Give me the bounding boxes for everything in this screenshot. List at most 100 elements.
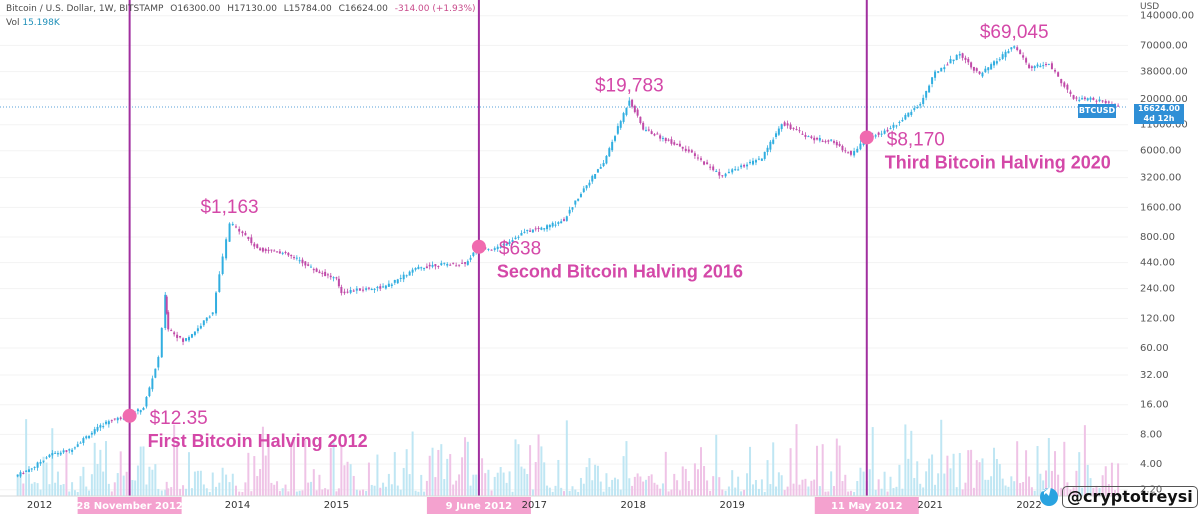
candle-body [824,141,827,143]
volume-bar [737,476,740,496]
volume-bar [464,437,467,496]
candle-body [907,112,910,117]
volume-bar [537,434,540,496]
volume-bar [318,474,321,496]
candle-body [335,277,338,279]
volume-bar [534,462,537,496]
candle-body [446,263,449,266]
candle-body [496,246,499,250]
candle-body [33,466,36,468]
volume-bar [827,491,830,496]
volume-bar [270,482,273,496]
volume-bar [193,471,196,496]
volume-bar [256,476,259,496]
volume-bar [59,484,62,496]
candle-body [1016,47,1019,51]
candle-body [365,288,368,290]
volume-bar [1075,470,1078,496]
candle-body [387,283,390,287]
volume-bar [68,491,71,496]
volume-bar [387,473,390,496]
candle-body [490,249,493,251]
candle-body [1047,63,1050,65]
candle-body [650,131,653,134]
candle-body [190,334,193,338]
candle-body [943,67,946,70]
volume-bar [910,430,913,496]
volume-bar [105,441,108,496]
candle-body [16,474,19,477]
candle-body [1036,64,1039,67]
candle-body [690,150,693,153]
volume-bar [734,487,737,496]
volume-bar [1083,425,1086,496]
volume-bar [1114,490,1117,496]
y-tick-label: 70000.00 [1140,40,1188,51]
volume-bar [148,466,151,496]
volume-bar [1063,441,1066,496]
candle-body [215,292,218,314]
x-tick-label: 2019 [719,500,744,511]
volume-bar [904,424,907,496]
candle-body [1081,98,1084,100]
volume-bar [173,424,176,496]
volume-bar [868,469,871,496]
candle-body [1104,101,1107,104]
volume-bar [554,485,557,496]
candle-body [523,231,526,233]
volume-bar [859,467,862,496]
volume-bar [1110,462,1113,496]
candle-body [42,460,45,462]
candle-body [231,223,234,226]
candle-body [727,171,730,174]
candle-body [605,155,608,164]
candle-body [48,454,51,458]
volume-bar [19,474,22,496]
candle-body [234,226,237,228]
volume-bar [862,471,865,496]
volume-bar [913,477,916,496]
candle-body [508,241,511,244]
halving-date-label: 9 June 2012 [446,501,513,512]
candle-body [616,126,619,134]
peak-price-label: $19,783 [595,76,664,97]
candle-body [264,248,267,251]
volume-bar [287,491,290,496]
volume-bar [574,489,577,496]
volume-bar [715,434,718,496]
price-axis-unit: USD [1140,2,1160,12]
volume-bar [393,452,396,496]
volume-bar [384,486,387,496]
volume-bar [754,480,757,496]
volume-bar [798,484,801,496]
volume-bar [446,458,449,496]
candle-body [71,449,74,452]
volume-bar [225,474,228,496]
candle-body [102,426,105,428]
candle-body [841,145,844,151]
y-tick-label: 11000.00 [1140,120,1188,131]
volume-bar [1081,487,1084,496]
candle-body [211,312,214,315]
volume-bar [151,469,154,496]
volume-bar [993,447,996,496]
candle-body [56,453,59,455]
volume-bar [577,491,580,496]
candle-body [96,426,99,431]
volume-bar [763,491,766,496]
candle-body [437,266,440,268]
candle-body [1089,97,1092,100]
volume-bar [821,444,824,496]
volume-bar [278,491,281,496]
volume-bar [889,476,892,496]
candle-body [1078,99,1081,101]
open-value: O16300.00 [170,4,221,14]
candle-body [608,148,611,157]
volume-bar [25,419,28,496]
volume-bar [164,489,167,496]
candle-body [312,269,315,271]
candle-body [384,285,387,289]
volume-bar [267,442,270,496]
candle-body [167,312,170,330]
candle-body [579,193,582,197]
